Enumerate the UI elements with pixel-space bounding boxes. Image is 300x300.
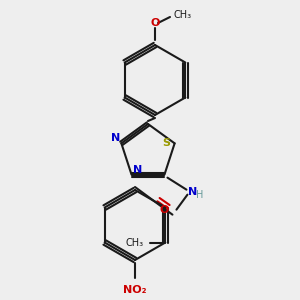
Text: CH₃: CH₃ bbox=[173, 10, 191, 20]
Text: N: N bbox=[188, 187, 197, 197]
Text: O: O bbox=[160, 205, 169, 215]
Text: N: N bbox=[133, 165, 142, 175]
Text: H: H bbox=[196, 190, 203, 200]
Text: N: N bbox=[111, 133, 120, 143]
Text: NO₂: NO₂ bbox=[123, 285, 147, 295]
Text: S: S bbox=[163, 138, 171, 148]
Text: CH₃: CH₃ bbox=[125, 238, 143, 248]
Text: O: O bbox=[150, 18, 160, 28]
